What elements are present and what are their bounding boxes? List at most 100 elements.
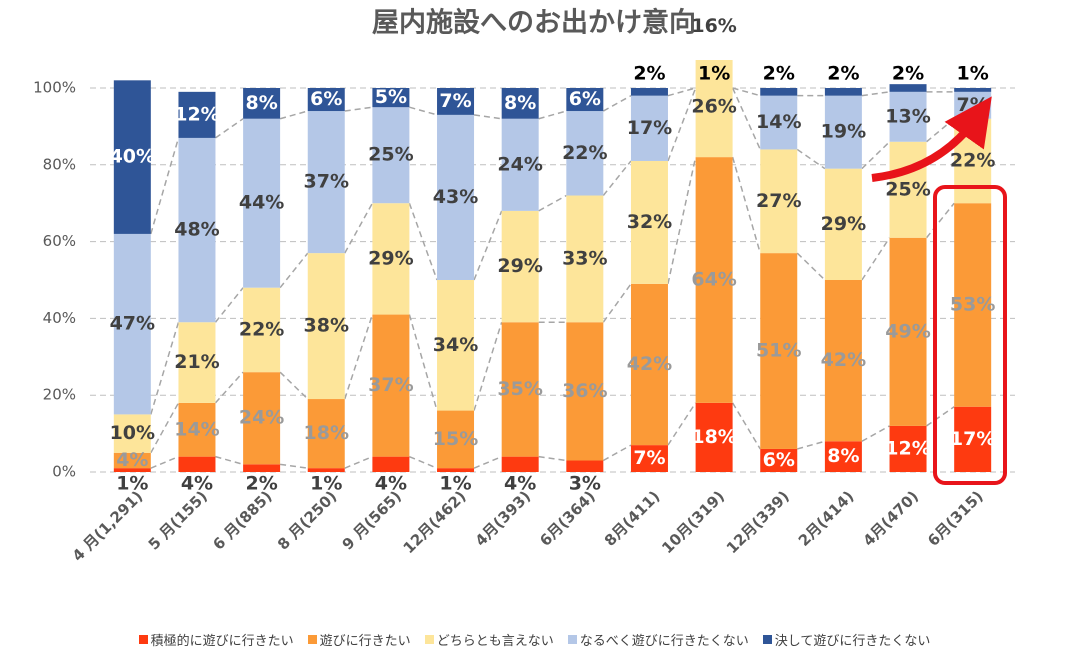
value-label: 22%	[950, 149, 995, 171]
value-label: 51%	[756, 340, 801, 362]
value-label: 24%	[497, 153, 542, 175]
connector	[538, 194, 567, 212]
x-tick-label: 4月(393)	[472, 487, 535, 550]
bar-segment	[372, 88, 410, 108]
value-label: 1%	[116, 473, 148, 495]
x-tick-label: 6 月(885)	[209, 487, 275, 553]
value-label: 44%	[239, 192, 284, 214]
bar-segment	[695, 60, 733, 158]
connector	[731, 87, 761, 150]
value-label: 10%	[110, 422, 155, 444]
value-label: 5%	[375, 86, 407, 108]
bar-segment	[630, 445, 668, 472]
bar-segment	[824, 168, 862, 280]
bar-segment	[243, 372, 281, 465]
bar-segment	[566, 195, 604, 323]
connector	[538, 110, 567, 120]
value-label: 4%	[504, 473, 536, 495]
connector	[473, 322, 503, 411]
legend-label: なるべく遊びに行きたくない	[579, 634, 749, 649]
bar-segment	[889, 425, 927, 472]
value-label: 15%	[433, 428, 478, 450]
connector	[861, 141, 891, 170]
value-label: 6%	[310, 88, 342, 110]
value-label: 1%	[310, 473, 342, 495]
connector	[279, 110, 308, 120]
legend-item: 遊びに行きたい	[307, 630, 411, 649]
connector	[667, 87, 696, 97]
bar-segment	[760, 149, 798, 254]
value-label: 25%	[885, 178, 930, 200]
bar-segment	[243, 118, 281, 288]
value-label: 8%	[245, 92, 277, 114]
value-label: 35%	[497, 378, 542, 400]
connector	[602, 95, 632, 112]
connector	[150, 137, 180, 235]
connector	[344, 314, 374, 400]
legend-swatch	[138, 635, 148, 644]
bar-segment	[178, 402, 216, 457]
bar-segment	[243, 464, 281, 472]
bar-segment	[566, 322, 604, 461]
value-label: 27%	[756, 190, 801, 212]
bar-segment	[307, 468, 345, 472]
connector	[667, 402, 697, 446]
value-label: 4%	[181, 473, 213, 495]
connector	[473, 114, 502, 120]
value-label: 2%	[827, 63, 859, 85]
value-label: 7%	[633, 447, 665, 469]
bar-segment	[178, 137, 216, 323]
value-label: 6%	[763, 449, 795, 471]
bar-segment	[954, 203, 992, 407]
connector	[279, 252, 309, 289]
bar-segment	[760, 95, 798, 150]
connector	[731, 156, 761, 254]
legend-label: 決して遊びに行きたくない	[774, 634, 931, 649]
value-label: 37%	[304, 171, 349, 193]
connector	[861, 425, 890, 442]
bar-segment	[695, 402, 733, 472]
chart-title: 屋内施設へのお出かけ意向	[372, 7, 696, 39]
connector	[796, 252, 826, 281]
connector	[344, 106, 373, 112]
value-label: 17%	[950, 428, 995, 450]
bar-segment	[178, 322, 216, 403]
bar-segment	[566, 460, 604, 472]
bar-segment	[630, 88, 668, 96]
connector	[667, 156, 697, 284]
value-label: 4%	[116, 449, 148, 471]
connector	[279, 371, 309, 400]
bar-segment	[760, 253, 798, 449]
connector	[667, 87, 697, 162]
bar-segment	[307, 399, 345, 469]
connector	[602, 444, 632, 462]
x-tick-label: 9 月(565)	[339, 487, 405, 553]
connector	[214, 371, 244, 404]
connector	[602, 160, 632, 196]
x-tick-label: 2月(414)	[795, 487, 858, 550]
value-label: 1%	[439, 473, 471, 495]
value-label: 42%	[627, 353, 672, 375]
value-label: 16%	[691, 15, 736, 37]
connector	[214, 287, 244, 323]
value-label: 29%	[821, 213, 866, 235]
connector	[215, 455, 244, 466]
bar-segment	[372, 314, 410, 457]
value-label: 43%	[433, 186, 478, 208]
value-label: 47%	[110, 313, 155, 335]
value-label: 29%	[368, 247, 413, 269]
value-label: 21%	[174, 351, 219, 373]
connector	[150, 455, 179, 469]
bar-segment	[501, 210, 539, 323]
value-label: 49%	[885, 320, 930, 342]
value-label: 33%	[562, 247, 607, 269]
bar-segment	[372, 203, 410, 315]
connector	[280, 463, 308, 469]
value-label: 18%	[691, 426, 736, 448]
bar-segment	[437, 88, 475, 115]
bar-segment	[437, 410, 475, 469]
connector	[926, 118, 955, 143]
value-label: 1%	[957, 63, 989, 85]
value-label: 36%	[562, 380, 607, 402]
